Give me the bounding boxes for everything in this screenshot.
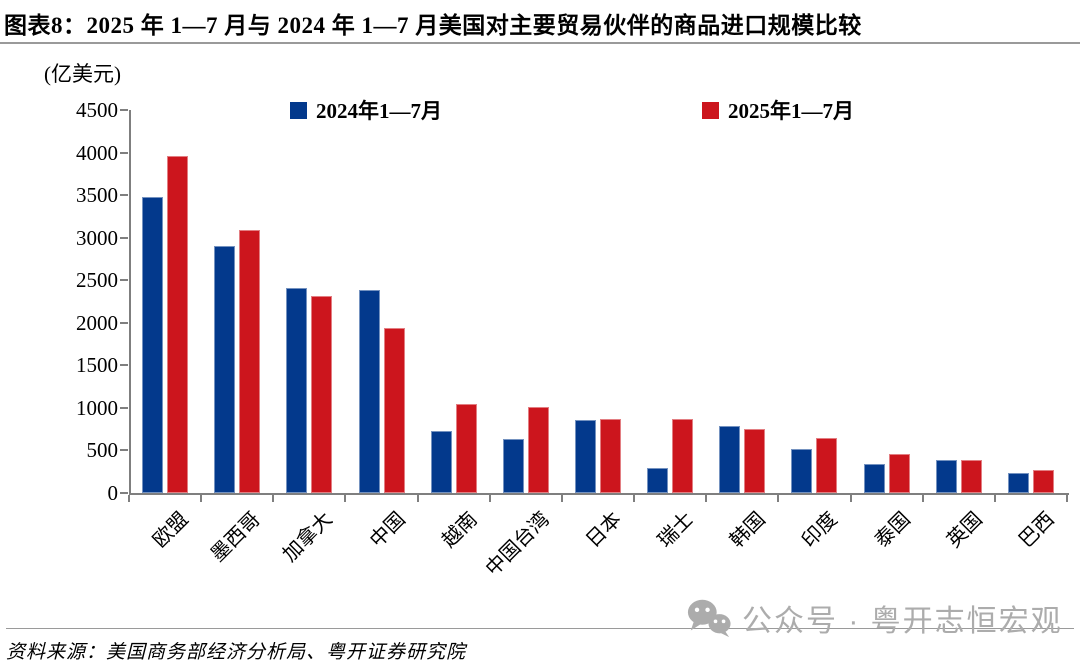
x-tick-mark bbox=[921, 495, 924, 502]
x-axis-label: 泰国 bbox=[870, 508, 915, 553]
wechat-icon bbox=[687, 599, 731, 638]
x-axis-label: 日本 bbox=[581, 508, 626, 553]
x-axis-label: 瑞士 bbox=[654, 508, 698, 553]
watermark: 公众号 · 粤开志恒宏观 bbox=[686, 596, 1063, 640]
x-axis-label: 中国 bbox=[365, 508, 410, 553]
y-tick-mark bbox=[120, 406, 128, 409]
x-axis-label: 巴西 bbox=[1014, 508, 1059, 553]
y-tick-label: 3500 bbox=[76, 183, 118, 208]
y-tick-mark bbox=[120, 449, 128, 452]
x-tick-mark bbox=[272, 495, 275, 502]
y-tick-label: 4000 bbox=[76, 140, 118, 165]
y-tick-mark bbox=[120, 151, 128, 154]
watermark-text: 公众号 · 粤开志恒宏观 bbox=[742, 605, 1063, 638]
y-tick-mark bbox=[120, 109, 128, 111]
x-tick-mark bbox=[200, 495, 203, 502]
y-tick-label: 0 bbox=[107, 481, 119, 505]
y-tick-mark bbox=[120, 492, 128, 494]
legend-label-2025: 2025年1—7月 bbox=[728, 99, 854, 123]
x-tick-mark bbox=[633, 495, 636, 502]
title-divider bbox=[0, 42, 1080, 44]
x-tick-mark bbox=[416, 495, 419, 502]
x-axis-label: 加拿大 bbox=[279, 508, 338, 567]
y-tick-mark bbox=[120, 321, 128, 324]
x-axis-label: 越南 bbox=[437, 508, 482, 553]
y-tick-label: 3000 bbox=[76, 225, 118, 250]
y-tick-label: 4500 bbox=[76, 98, 118, 122]
x-tick-mark bbox=[344, 495, 347, 502]
x-tick-mark bbox=[993, 495, 996, 502]
legend-swatch-2025 bbox=[702, 101, 719, 119]
y-tick-label: 1000 bbox=[76, 395, 118, 420]
x-tick-mark bbox=[560, 495, 563, 502]
y-tick-mark bbox=[120, 194, 128, 197]
x-axis-label: 韩国 bbox=[726, 508, 771, 553]
footer-divider bbox=[6, 628, 1074, 629]
x-axis-label: 墨西哥 bbox=[207, 508, 266, 567]
x-tick-mark bbox=[488, 495, 491, 502]
legend-item-2024: 2024年1—7月 bbox=[290, 95, 442, 125]
y-tick-label: 1500 bbox=[76, 353, 118, 378]
legend-label-2024: 2024年1—7月 bbox=[316, 99, 442, 123]
x-axis-label: 印度 bbox=[798, 508, 843, 553]
y-tick-mark bbox=[120, 364, 128, 367]
y-axis-unit-label: (亿美元) bbox=[44, 62, 121, 86]
y-tick-label: 2000 bbox=[76, 310, 118, 335]
x-axis-label: 欧盟 bbox=[149, 508, 193, 553]
y-tick-label: 500 bbox=[86, 438, 119, 463]
y-tick-label: 2500 bbox=[76, 268, 118, 293]
x-tick-mark bbox=[128, 495, 130, 502]
x-tick-mark bbox=[849, 495, 852, 502]
page-title: 图表8：2025 年 1—7 月与 2024 年 1—7 月美国对主要贸易伙伴的… bbox=[4, 13, 862, 38]
y-tick-mark bbox=[120, 279, 128, 282]
plot-area bbox=[129, 110, 1069, 495]
x-tick-mark bbox=[705, 495, 708, 502]
x-axis-label: 英国 bbox=[942, 508, 987, 553]
y-tick-mark bbox=[120, 236, 128, 239]
source-note: 资料来源：美国商务部经济分析局、粤开证券研究院 bbox=[6, 642, 467, 663]
x-tick-mark bbox=[1066, 495, 1068, 502]
legend-swatch-2024 bbox=[290, 101, 307, 119]
x-axis-label: 中国台湾 bbox=[481, 508, 554, 581]
x-tick-mark bbox=[777, 495, 780, 502]
legend-item-2025: 2025年1—7月 bbox=[702, 95, 854, 125]
